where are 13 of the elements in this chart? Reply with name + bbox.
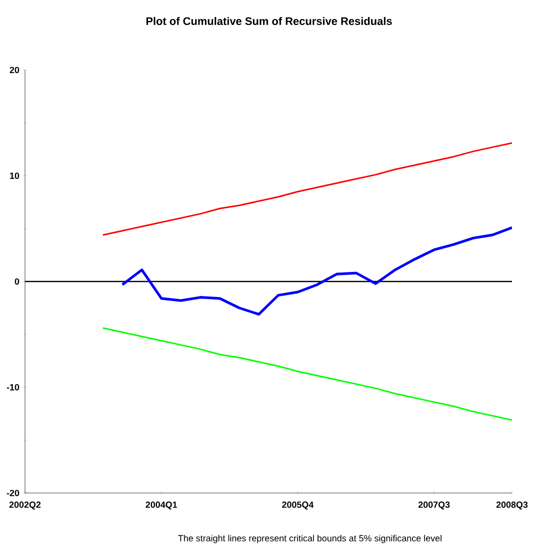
- line-series: [121, 226, 512, 316]
- x-tick-label: 2007Q3: [418, 502, 450, 510]
- y-tick-label: -10: [6, 384, 20, 390]
- x-tick-label: 2002Q2: [9, 502, 41, 510]
- x-tick-label: 2005Q4: [282, 502, 314, 510]
- y-tick-label: 20: [10, 66, 20, 74]
- chart-title: Plot of Cumulative Sum of Recursive Residuals: [146, 16, 392, 26]
- y-tick-label: 0: [14, 278, 20, 285]
- x-tick-label: 2008Q3: [496, 502, 528, 510]
- text: The straight lines represent critical bounds at 5% significance level: [178, 534, 442, 544]
- x-tick-label: 2004Q1: [146, 502, 178, 510]
- y-tick-label: -20: [6, 490, 20, 496]
- y-tick-label: 10: [10, 172, 20, 179]
